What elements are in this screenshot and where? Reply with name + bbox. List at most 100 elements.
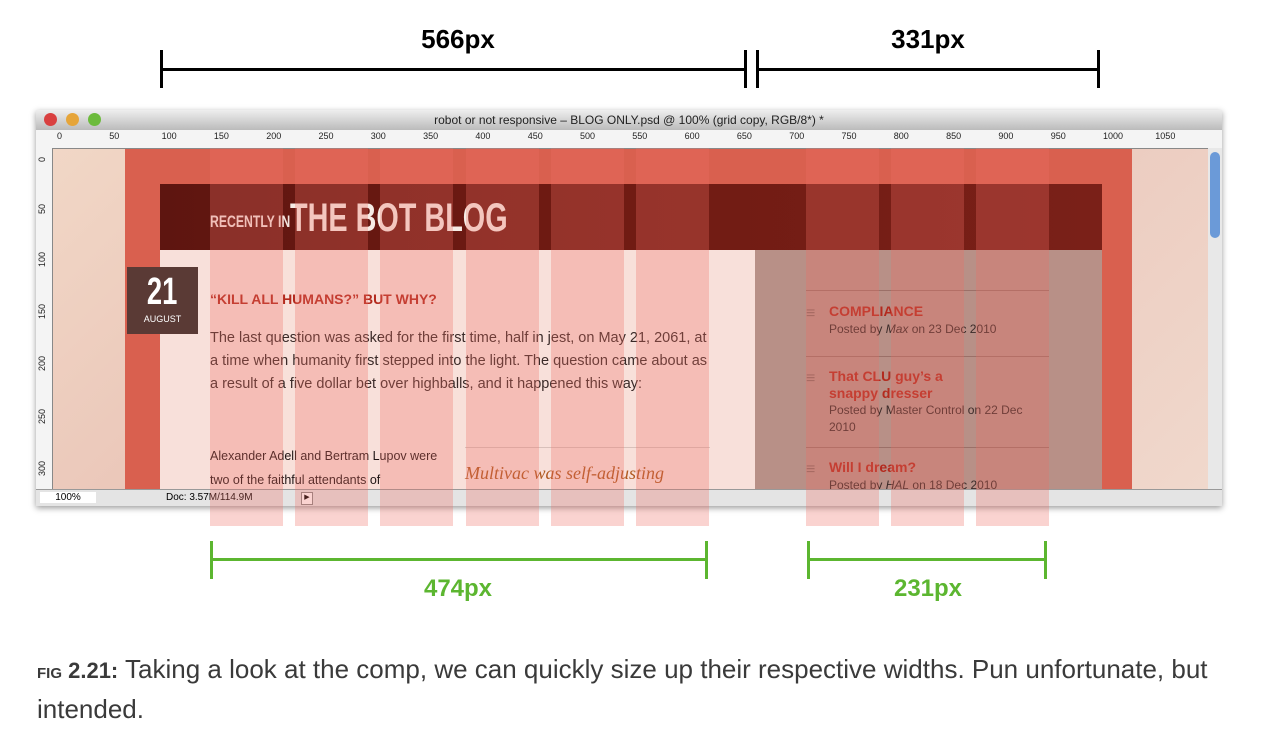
dimension-label: 331px [891,24,965,54]
grid-column [380,148,453,526]
list-icon: ≡ [806,370,816,387]
zoom-button[interactable] [88,113,101,126]
canvas: RECENTLY IN THE BOT BLOG 21 AUGUST “KILL… [53,149,1208,489]
ruler-label: 1000 [1103,131,1124,141]
ruler-label: 600 [684,131,700,141]
dimension-cap [1097,50,1100,88]
caption-text: Taking a look at the comp, we can quickl… [37,654,1208,724]
meta-author: Max [885,322,909,336]
post-paragraph: Alexander Adell and Bertram Lupov were t… [210,449,438,487]
meta-date: on 18 Dec 2010 [912,478,998,489]
sidebar-area [755,250,1102,489]
list-icon: ≡ [806,305,816,322]
ruler-label: 150 [213,131,229,141]
grid-column [551,148,624,526]
content-area [160,250,755,489]
ruler-label: 50 [37,204,47,215]
ruler-label: 200 [266,131,282,141]
window-title: robot or not responsive – BLOG ONLY.psd … [434,113,824,127]
grid-column [295,148,368,526]
caption-label: FIG 2.21: [37,658,119,683]
sidebar-item-title[interactable]: That CLU guy’s a snappy dresser [829,368,943,401]
ruler-label: 250 [318,131,334,141]
header-title: THE BOT BLOG [290,196,508,240]
sidebar-item-meta: Posted by Master Control on 22 Dec 2010 [829,402,1039,436]
header-kicker: RECENTLY IN [210,212,291,231]
ruler-label: 650 [736,131,752,141]
meta-prefix: Posted by [829,403,883,417]
ruler-label: 100 [37,251,47,267]
date-day: 21 [147,271,178,313]
dimension-label: 474px [423,575,493,602]
ruler-label: 0 [37,156,47,162]
meta-prefix: Posted by [829,478,883,489]
caption: FIG 2.21: Taking a look at the comp, we … [37,650,1217,728]
minimize-button[interactable] [66,113,79,126]
dimension-line [211,558,707,561]
ruler-label: 400 [475,131,491,141]
grid-column [976,148,1049,526]
status-menu[interactable]: ▶ [301,492,313,505]
dimension-line [160,68,745,71]
status-bar: 100% Doc: 3.57M/114.9M ▶ [36,489,1222,506]
date-badge: 21 AUGUST [127,267,198,334]
meta-prefix: Posted by [829,322,883,336]
grid-column [636,148,709,526]
post-paragraph: The last question was asked for the firs… [210,330,708,392]
sidebar-item-meta: Posted by HAL on 18 Dec 2010 [829,477,1039,489]
dimension-line [808,558,1046,561]
ruler-label: 50 [109,131,120,141]
blog-header: RECENTLY IN THE BOT BLOG [160,184,1102,250]
ruler-label: 500 [580,131,596,141]
ruler-label: 150 [37,303,47,319]
grid-column [891,148,964,526]
ruler-label: 350 [423,131,439,141]
scrollbar[interactable] [1208,148,1222,489]
ruler-label: 1050 [1155,131,1176,141]
list-icon: ≡ [806,461,816,478]
sidebar: ≡ COMPLIANCE Posted by Max on 23 Dec 2010 ≡… [806,149,1049,489]
dimension-cap [160,50,163,88]
grid-column [210,148,283,526]
separator [806,447,1049,448]
ruler-label: 750 [841,131,857,141]
dimension-label: 566px [421,24,495,54]
dimension-cap [756,50,759,88]
dimension-cap [1044,541,1047,579]
ruler-label: 900 [998,131,1014,141]
dimension-cap [744,50,747,88]
meta-date: on 23 Dec 2010 [911,322,997,336]
dimension-cap [807,541,810,579]
ruler-label: 250 [37,408,47,424]
ruler-label: 550 [632,131,648,141]
pull-quote: Multivac was self-adjusting [465,463,664,483]
ruler-label: 850 [946,131,962,141]
separator [806,356,1049,357]
meta-author: HAL [885,478,910,489]
grid-column [806,148,879,526]
ruler-label: 700 [789,131,805,141]
post-title[interactable]: “KILL ALL HUMANS?” BUT WHY? [210,291,437,307]
dimension-line [757,68,1099,71]
sidebar-item-title[interactable]: Will I dream? [829,459,917,475]
dimension-cap [210,541,213,579]
doc-size: Doc: 3.57M/114.9M [166,492,253,503]
ruler-top [36,130,1222,149]
meta-date: on 22 Dec 2010 [829,403,1023,434]
sidebar-item-title[interactable]: COMPLIANCE [829,303,924,319]
ruler-label: 950 [1050,131,1066,141]
close-button[interactable] [44,113,57,126]
zoom-field[interactable]: 100% [40,492,96,503]
ruler-left [36,148,53,489]
sidebar-item-meta: Posted by Max on 23 Dec 2010 [829,321,1039,338]
title-bar: robot or not responsive – BLOG ONLY.psd … [36,110,1222,130]
date-month: AUGUST [143,314,182,324]
ruler-label: 200 [37,356,47,372]
ruler-label: 0 [57,131,63,141]
dimension-cap [705,541,708,579]
grid-column [466,148,539,526]
meta-author: Master Control [885,403,965,417]
scroll-thumb[interactable] [1210,152,1220,238]
